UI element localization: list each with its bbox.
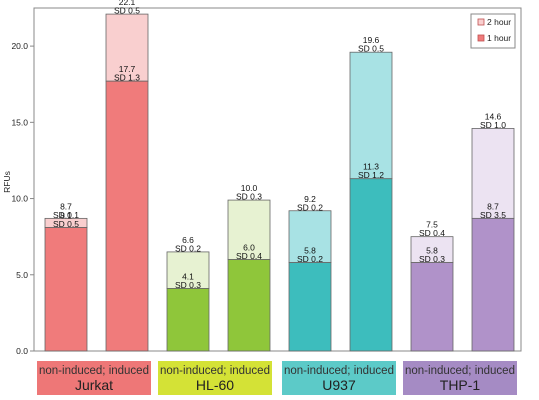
bar-segment-1-hour	[288, 262, 332, 352]
data-label-2-hour-value: 19.6	[363, 35, 380, 45]
data-label-2-hour-sd: SD 0.5	[114, 6, 140, 16]
bar-segment-1-hour	[227, 259, 271, 352]
legend-label-2-hour: 2 hour	[487, 17, 511, 27]
data-label-1-hour-sd: SD 3.5	[480, 210, 506, 220]
data-label-2-hour-sd: SD 0.5	[358, 44, 384, 54]
data-label-1-hour-value: 11.3	[363, 162, 379, 172]
data-label-2-hour-sd: SD 0.3	[236, 192, 262, 202]
bar-segment-2-hour	[105, 13, 149, 82]
data-label-1-hour-value: 5.8	[426, 246, 438, 256]
legend-swatch-1-hour	[477, 34, 485, 42]
data-label-2-hour-sd: SD 0.1	[53, 210, 79, 220]
data-label-1-hour-value: 8.7	[487, 201, 499, 211]
y-tick-label: 15.0	[11, 117, 28, 127]
group-label-box	[37, 361, 151, 395]
group-name-label: HL-60	[196, 377, 234, 393]
group-name-label: Jurkat	[75, 377, 113, 393]
data-label-1-hour-sd: SD 0.3	[419, 254, 445, 264]
data-label-2-hour-value: 6.6	[182, 235, 194, 245]
data-label-2-hour-sd: SD 1.0	[480, 120, 506, 130]
data-label-1-hour-sd: SD 0.3	[175, 280, 201, 290]
group-label-box	[282, 361, 396, 395]
data-label-2-hour-value: 7.5	[426, 220, 438, 230]
bar-segment-2-hour	[166, 251, 210, 289]
group-conditions-label: non-induced; induced	[160, 365, 270, 377]
data-label-1-hour-sd: SD 0.2	[297, 254, 323, 264]
legend: 2 hour 1 hour	[470, 13, 516, 49]
data-label-1-hour-value: 5.8	[304, 246, 316, 256]
bar-segment-2-hour	[471, 128, 515, 219]
bar-segment-1-hour	[410, 262, 454, 352]
y-tick-label: 10.0	[11, 194, 28, 204]
data-label-1-hour-value: 17.7	[119, 64, 136, 74]
y-axis-label: RFUs	[2, 171, 12, 193]
data-label-2-hour-sd: SD 0.2	[297, 202, 323, 212]
data-label-2-hour-value: 14.6	[485, 111, 502, 121]
group-name-label: THP-1	[440, 377, 481, 393]
data-label-2-hour-value: 8.7	[60, 201, 72, 211]
data-label-2-hour-sd: SD 0.2	[175, 243, 201, 253]
data-label-1-hour-sd: SD 1.3	[114, 73, 140, 83]
bar-segment-1-hour	[44, 227, 88, 352]
bars: 8.7SD 0.18.1SD 0.522.1SD 0.517.7SD 1.36.…	[44, 0, 515, 352]
data-label-1-hour-value: 6.0	[243, 243, 255, 253]
data-label-1-hour-sd: SD 0.5	[53, 219, 79, 229]
group-conditions-label: non-induced; induced	[39, 365, 149, 377]
bar-segment-1-hour	[166, 288, 210, 352]
data-label-1-hour-value: 8.1	[60, 211, 72, 221]
data-label-1-hour-value: 4.1	[182, 271, 194, 281]
bar-segment-1-hour	[349, 178, 393, 352]
y-axis: 0.0 5.0 10.0 15.0 20.0	[11, 41, 34, 356]
group-name-label: U937	[322, 377, 356, 393]
group-conditions-label: non-induced; induced	[405, 365, 515, 377]
bar-segment-1-hour	[105, 80, 149, 352]
data-label-1-hour-sd: SD 1.2	[358, 170, 384, 180]
data-label-2-hour-value: 9.2	[304, 194, 316, 204]
y-tick-label: 0.0	[16, 346, 28, 356]
group-label-box	[403, 361, 517, 395]
group-label-box	[158, 361, 272, 395]
group-conditions-label: non-induced; induced	[284, 365, 394, 377]
legend-swatch-2-hour	[477, 18, 485, 26]
bar-segment-1-hour	[471, 217, 515, 352]
legend-label-1-hour: 1 hour	[487, 33, 511, 43]
y-tick-label: 5.0	[16, 270, 28, 280]
data-label-2-hour-value: 22.1	[119, 0, 136, 7]
bar-segment-2-hour	[349, 51, 393, 180]
data-label-2-hour-sd: SD 0.4	[419, 228, 445, 238]
data-label-1-hour-sd: SD 0.4	[236, 251, 262, 261]
bar-segment-2-hour	[410, 236, 454, 263]
data-label-2-hour-value: 10.0	[241, 183, 258, 193]
bar-segment-2-hour	[288, 210, 332, 263]
y-tick-label: 20.0	[11, 41, 28, 51]
